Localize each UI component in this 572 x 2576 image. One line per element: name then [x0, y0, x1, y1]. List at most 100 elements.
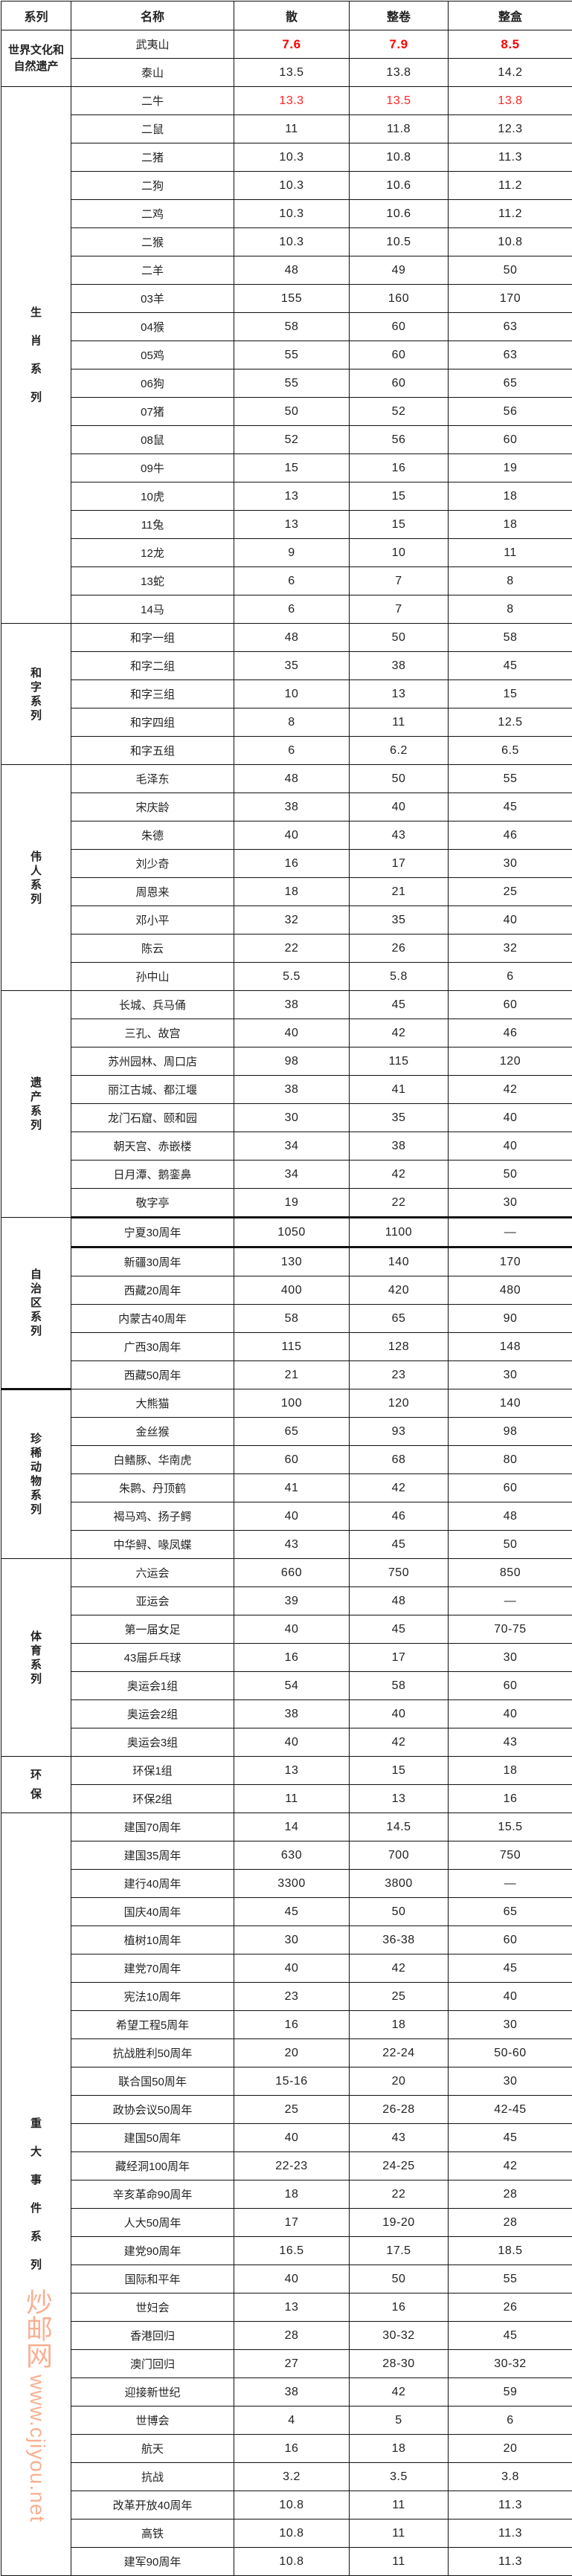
- price-box: 60: [449, 991, 572, 1019]
- stamp-name: 07猪: [71, 398, 234, 426]
- stamp-name: 建党90周年: [71, 2237, 234, 2265]
- price-loose: 16.5: [234, 2237, 350, 2265]
- price-loose: 40: [234, 1502, 350, 1531]
- price-roll: 7: [350, 595, 449, 624]
- price-box: 30: [449, 1361, 572, 1389]
- price-box: 6.5: [449, 737, 572, 765]
- price-loose: 15-16: [234, 2067, 350, 2096]
- stamp-name: 邓小平: [71, 906, 234, 934]
- price-loose: 130: [234, 1247, 350, 1276]
- stamp-name: 朱德: [71, 821, 234, 850]
- price-roll: 52: [350, 398, 449, 426]
- stamp-name: 国庆40周年: [71, 1898, 234, 1926]
- stamp-name: 白鳍豚、华南虎: [71, 1446, 234, 1474]
- stamp-name: 希望工程5周年: [71, 2011, 234, 2039]
- price-roll: 42: [350, 2378, 449, 2406]
- price-box: 60: [449, 1672, 572, 1700]
- price-roll: 42: [350, 1161, 449, 1189]
- price-box: 8.5: [449, 30, 572, 59]
- stamp-name: 日月潭、鹅銮鼻: [71, 1161, 234, 1189]
- price-loose: 55: [234, 341, 350, 369]
- stamp-name: 建党70周年: [71, 1954, 234, 1983]
- price-loose: 10.3: [234, 143, 350, 172]
- price-loose: 10.3: [234, 228, 350, 256]
- price-roll: 10.5: [350, 228, 449, 256]
- price-box: 45: [449, 652, 572, 680]
- price-loose: 6: [234, 595, 350, 624]
- price-loose: 34: [234, 1132, 350, 1161]
- price-loose: 16: [234, 2435, 350, 2463]
- price-box: 60: [449, 1926, 572, 1954]
- stamp-name: 褐马鸡、扬子鳄: [71, 1502, 234, 1531]
- stamp-name: 刘少奇: [71, 850, 234, 878]
- price-loose: 10: [234, 680, 350, 708]
- price-roll: 11: [350, 2548, 449, 2576]
- price-box: 3.8: [449, 2463, 572, 2491]
- price-box: 18: [449, 1757, 572, 1785]
- stamp-name: 澳门回归: [71, 2350, 234, 2378]
- price-roll: 40: [350, 793, 449, 821]
- price-roll: 160: [350, 285, 449, 313]
- price-roll: 11: [350, 2519, 449, 2548]
- price-box: 170: [449, 1247, 572, 1276]
- stamp-name: 12龙: [71, 539, 234, 567]
- price-loose: 5.5: [234, 963, 350, 991]
- price-loose: 65: [234, 1418, 350, 1446]
- price-box: 98: [449, 1418, 572, 1446]
- price-roll: 93: [350, 1418, 449, 1446]
- price-roll: 43: [350, 2124, 449, 2152]
- price-box: 15.5: [449, 1813, 572, 1841]
- price-roll: 50: [350, 1898, 449, 1926]
- stamp-name: 六运会: [71, 1559, 234, 1587]
- stamp-name: 国际和平年: [71, 2265, 234, 2293]
- stamp-name: 抗战胜利50周年: [71, 2039, 234, 2067]
- price-roll: 7.9: [350, 30, 449, 59]
- header-series: 系列: [1, 1, 71, 30]
- price-box: 15: [449, 680, 572, 708]
- price-loose: 13: [234, 1757, 350, 1785]
- price-loose: 98: [234, 1047, 350, 1076]
- stamp-name: 09牛: [71, 454, 234, 482]
- stamp-name: 和字二组: [71, 652, 234, 680]
- price-roll: 13: [350, 1785, 449, 1813]
- header-loose: 散: [234, 1, 350, 30]
- stamp-name: 改革开放40周年: [71, 2491, 234, 2519]
- price-loose: 13.3: [234, 87, 350, 115]
- price-loose: 18: [234, 878, 350, 906]
- price-roll: 115: [350, 1047, 449, 1076]
- price-box: 58: [449, 624, 572, 652]
- stamp-name: 辛亥革命90周年: [71, 2180, 234, 2209]
- price-loose: 38: [234, 1700, 350, 1728]
- stamp-name: 中华鲟、喙凤蝶: [71, 1531, 234, 1559]
- stamp-name: 孙中山: [71, 963, 234, 991]
- price-roll: 68: [350, 1446, 449, 1474]
- price-box: 46: [449, 1019, 572, 1047]
- price-box: 120: [449, 1047, 572, 1076]
- price-loose: 16: [234, 2011, 350, 2039]
- table-header-row: 系列 名称 散 整卷 整盒: [1, 1, 572, 30]
- stamp-name: 藏经洞100周年: [71, 2152, 234, 2180]
- price-loose: 13: [234, 2293, 350, 2322]
